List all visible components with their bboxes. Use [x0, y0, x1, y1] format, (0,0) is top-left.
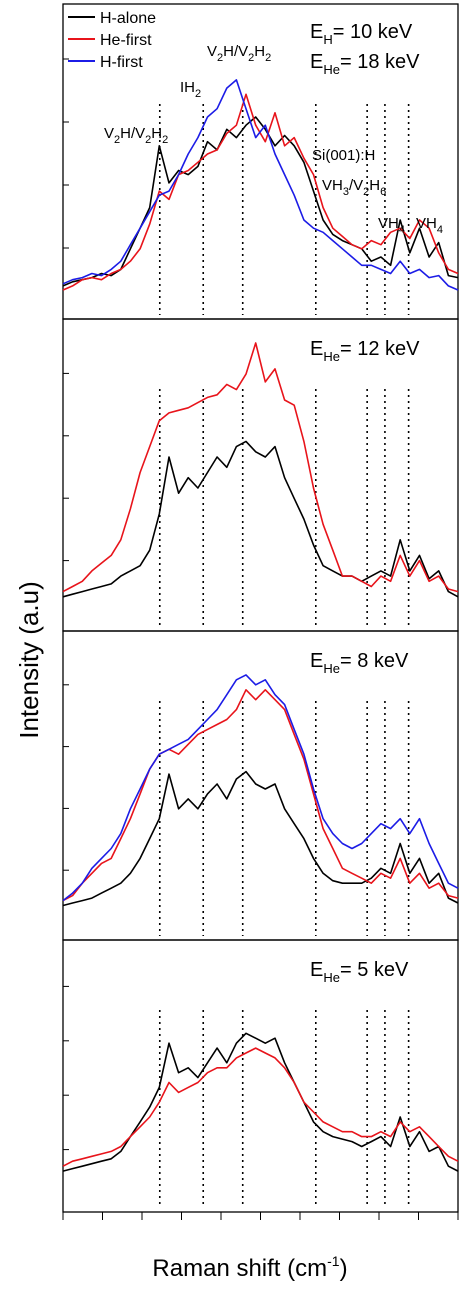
panel-3: [62, 630, 459, 941]
peak-label: Si(001):H: [312, 147, 375, 164]
series-line-H-alone: [62, 116, 459, 287]
series-line-H-alone: [62, 770, 459, 907]
series-line-H-first: [62, 674, 459, 902]
legend-entry: H-alone: [100, 10, 156, 27]
peak-label: IH2: [180, 79, 201, 100]
legend: H-alone He-first H-first: [68, 10, 156, 71]
labels-layer: EHe= 18 keV EHe= 12 keV EHe= 8 keV EHe= 5 k…: [68, 10, 443, 985]
x-axis-label-main: Raman shift (cm: [152, 1255, 327, 1282]
panel-frame: [62, 318, 459, 632]
peak-label: VH4: [416, 215, 443, 236]
x-axis-label-close: ): [340, 1255, 348, 1282]
series-line-He-first: [62, 689, 459, 902]
legend-entry: He-first: [100, 32, 152, 49]
x-axis-label-sup: -1: [327, 1253, 340, 1269]
energy-label: EHe= 12 keV: [310, 338, 420, 364]
panel-4: [62, 939, 459, 1213]
peak-label: V2H/V2H2: [104, 125, 168, 146]
panels-layer: [62, 3, 459, 1220]
peak-label: VH4: [378, 215, 405, 236]
series-line-H-alone: [62, 440, 459, 598]
series-line-H-alone: [62, 1032, 459, 1172]
series-line-He-first: [62, 342, 459, 593]
legend-entry: H-first: [100, 54, 143, 71]
x-axis-label: Raman shift (cm-1): [152, 1253, 347, 1282]
beam-energy-label: EH= 10 keV: [310, 21, 413, 47]
panel-2: [62, 318, 459, 632]
series-line-He-first: [62, 1047, 459, 1167]
peak-label: VH3/V2H6: [322, 177, 386, 198]
energy-label: EHe= 18 keV: [310, 51, 420, 77]
series-line-H-first: [62, 79, 459, 291]
peak-label: V2H/V2H2: [207, 43, 271, 64]
series-line-He-first: [62, 93, 459, 291]
y-axis-label: Intensity (a.u): [14, 581, 44, 739]
panel-frame: [62, 630, 459, 941]
energy-label: EHe= 5 keV: [310, 959, 409, 985]
energy-label: EHe= 8 keV: [310, 650, 409, 676]
